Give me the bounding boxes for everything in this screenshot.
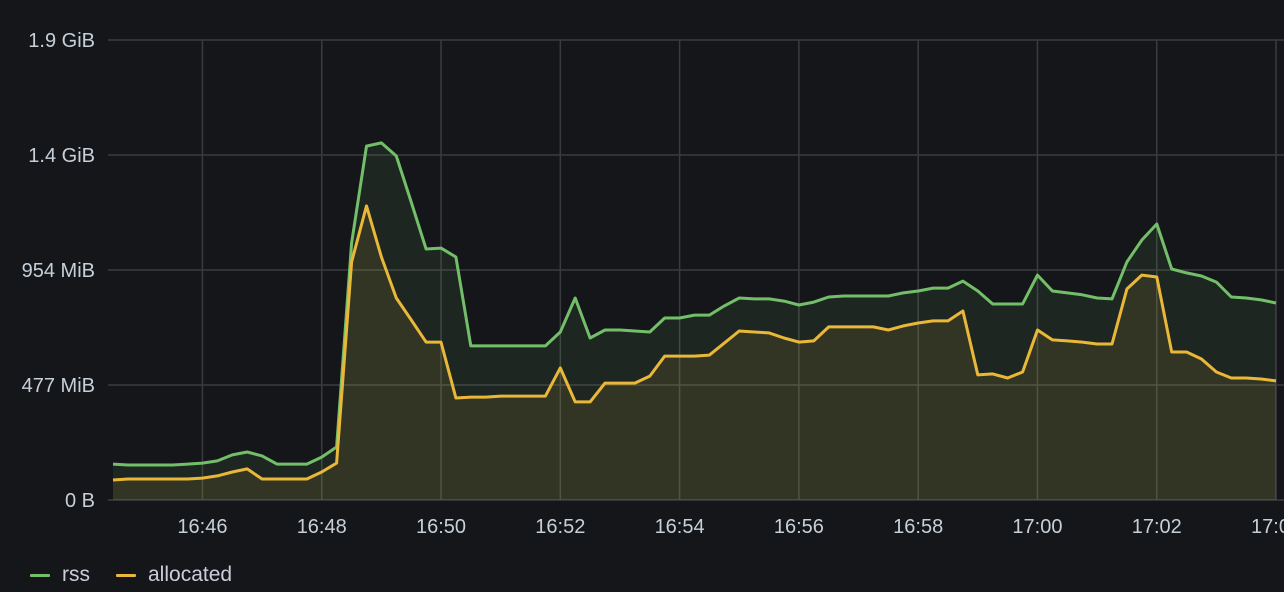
x-tick-label: 17:04 xyxy=(1251,516,1284,538)
y-tick-label: 477 MiB xyxy=(22,375,95,397)
series-line-rss xyxy=(112,141,1277,467)
x-tick-label: 16:58 xyxy=(893,516,943,538)
area-fill-rss xyxy=(113,142,1276,500)
legend-item-allocated[interactable]: allocated xyxy=(116,563,232,587)
y-tick-label: 1.9 GiB xyxy=(28,30,95,52)
area-fill-allocated xyxy=(113,205,1276,500)
y-tick-label: 0 B xyxy=(65,490,95,512)
legend: rss allocated xyxy=(30,563,258,587)
x-tick-label: 16:50 xyxy=(416,516,466,538)
legend-label-rss: rss xyxy=(62,563,90,586)
x-tick-label: 16:56 xyxy=(774,516,824,538)
x-tick-label: 16:54 xyxy=(655,516,705,538)
y-tick-label: 1.4 GiB xyxy=(28,145,95,167)
x-tick-label: 17:02 xyxy=(1132,516,1182,538)
x-tick-label: 17:00 xyxy=(1012,516,1062,538)
legend-item-rss[interactable]: rss xyxy=(30,563,90,587)
series-line-allocated xyxy=(112,204,1277,482)
y-tick-label: 954 MiB xyxy=(22,260,95,282)
legend-swatch-allocated xyxy=(116,573,136,577)
x-tick-label: 16:48 xyxy=(297,516,347,538)
x-tick-label: 16:46 xyxy=(177,516,227,538)
x-tick-label: 16:52 xyxy=(535,516,585,538)
legend-swatch-rss xyxy=(30,573,50,577)
legend-label-allocated: allocated xyxy=(148,563,233,586)
